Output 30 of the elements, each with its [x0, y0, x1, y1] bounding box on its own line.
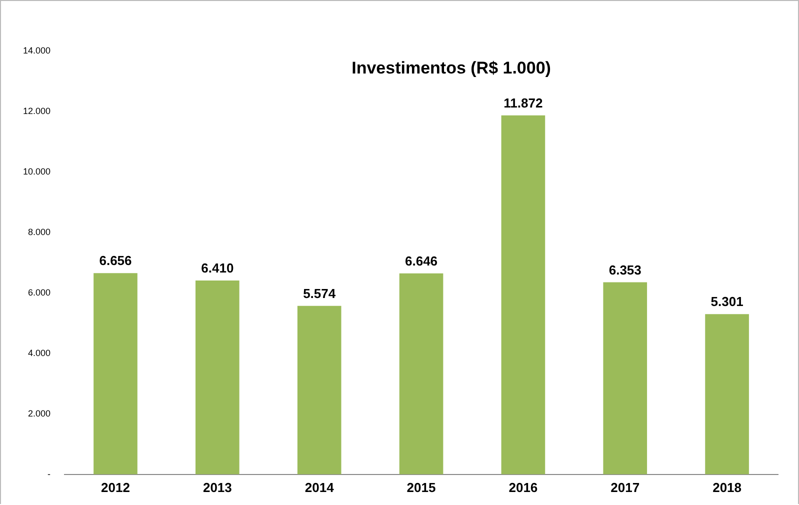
y-tick-label: 10.000 [22, 166, 51, 176]
x-tick-label: 2015 [406, 480, 436, 495]
x-tick-label: 2016 [508, 480, 538, 495]
data-label: 6.656 [99, 253, 132, 268]
data-label: 6.353 [608, 262, 642, 278]
data-label: 11.872 [504, 95, 543, 110]
y-tick-label: 8.000 [28, 226, 51, 237]
data-label: 5.301 [710, 294, 744, 310]
bar [501, 115, 546, 474]
y-tick-label: 14.000 [22, 45, 51, 56]
text: Investimentos (R$ 1.000) [352, 58, 551, 78]
x-tick-label: 2013 [202, 480, 232, 495]
bar [603, 282, 648, 474]
data-label: 5.574 [303, 286, 336, 301]
data-label: 6.410 [201, 260, 234, 276]
data-label: 6.646 [404, 253, 438, 268]
y-tick-label: - [48, 468, 51, 479]
x-tick-label: 2012 [101, 480, 130, 495]
y-tick-label: 12.000 [22, 106, 51, 116]
x-tick-label: 2014 [304, 480, 335, 495]
bar [196, 280, 240, 474]
y-tick-label: 4.000 [28, 348, 51, 358]
bar [705, 314, 749, 474]
bar [399, 273, 444, 474]
y-tick-label: 6.000 [28, 287, 51, 298]
bar [297, 306, 342, 474]
x-tick-label: 2018 [712, 480, 742, 495]
x-tick-label: 2017 [610, 480, 640, 495]
bar [94, 273, 138, 474]
y-tick-label: 2.000 [28, 408, 51, 418]
